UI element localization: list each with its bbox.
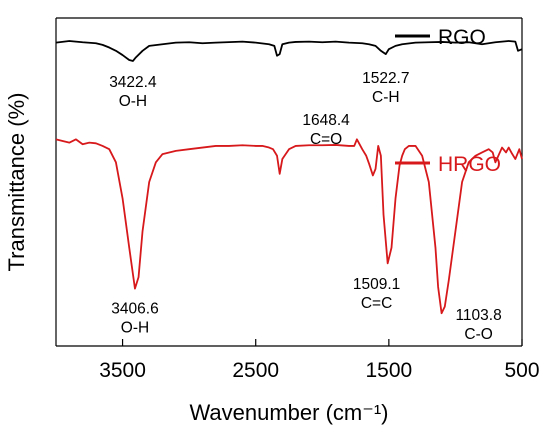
annotation-group-hrgo-4: C=C [361,295,392,312]
annotation-group-rgo-1: C-H [372,89,400,106]
annotation-value-rgo-0: 3422.4 [109,74,157,91]
annotation-group-rgo-0: O-H [119,93,147,110]
annotation-group-hrgo-2: C=O [310,131,342,148]
x-axis-title: Wavenumber (cm⁻¹) [189,400,388,425]
annotation-group-hrgo-5: C-O [464,326,492,343]
annotation-value-hrgo-5: 1103.8 [455,307,501,324]
annotation-layer: 3422.4 O-H 1522.7 C-H 1648.4 C=O 3406.6 O-H 1509… [109,70,502,343]
annotation-value-rgo-1: 1522.7 [362,70,409,87]
series-line-rgo [55,40,523,62]
plot-frame [55,17,523,347]
x-ticks: 3500 2500 1500 500 [99,339,540,382]
annotation-value-hrgo-4: 1509.1 [353,276,400,293]
x-tick-label-3500: 3500 [99,359,146,382]
x-tick-label-1500: 1500 [365,359,412,382]
annotation-value-hrgo-3: 3406.6 [111,300,158,317]
x-tick-label-500: 500 [504,359,539,382]
legend: RGO HRGO [395,26,501,176]
annotation-value-hrgo-2: 1648.4 [302,112,350,129]
legend-label-rgo: RGO [438,26,486,49]
y-axis-title: Transmittance (%) [4,93,29,272]
series-layer [55,40,523,315]
series-line-hrgo [55,138,523,315]
annotation-group-hrgo-3: O-H [121,319,149,336]
legend-label-hrgo: HRGO [438,153,501,176]
x-tick-label-2500: 2500 [232,359,279,382]
